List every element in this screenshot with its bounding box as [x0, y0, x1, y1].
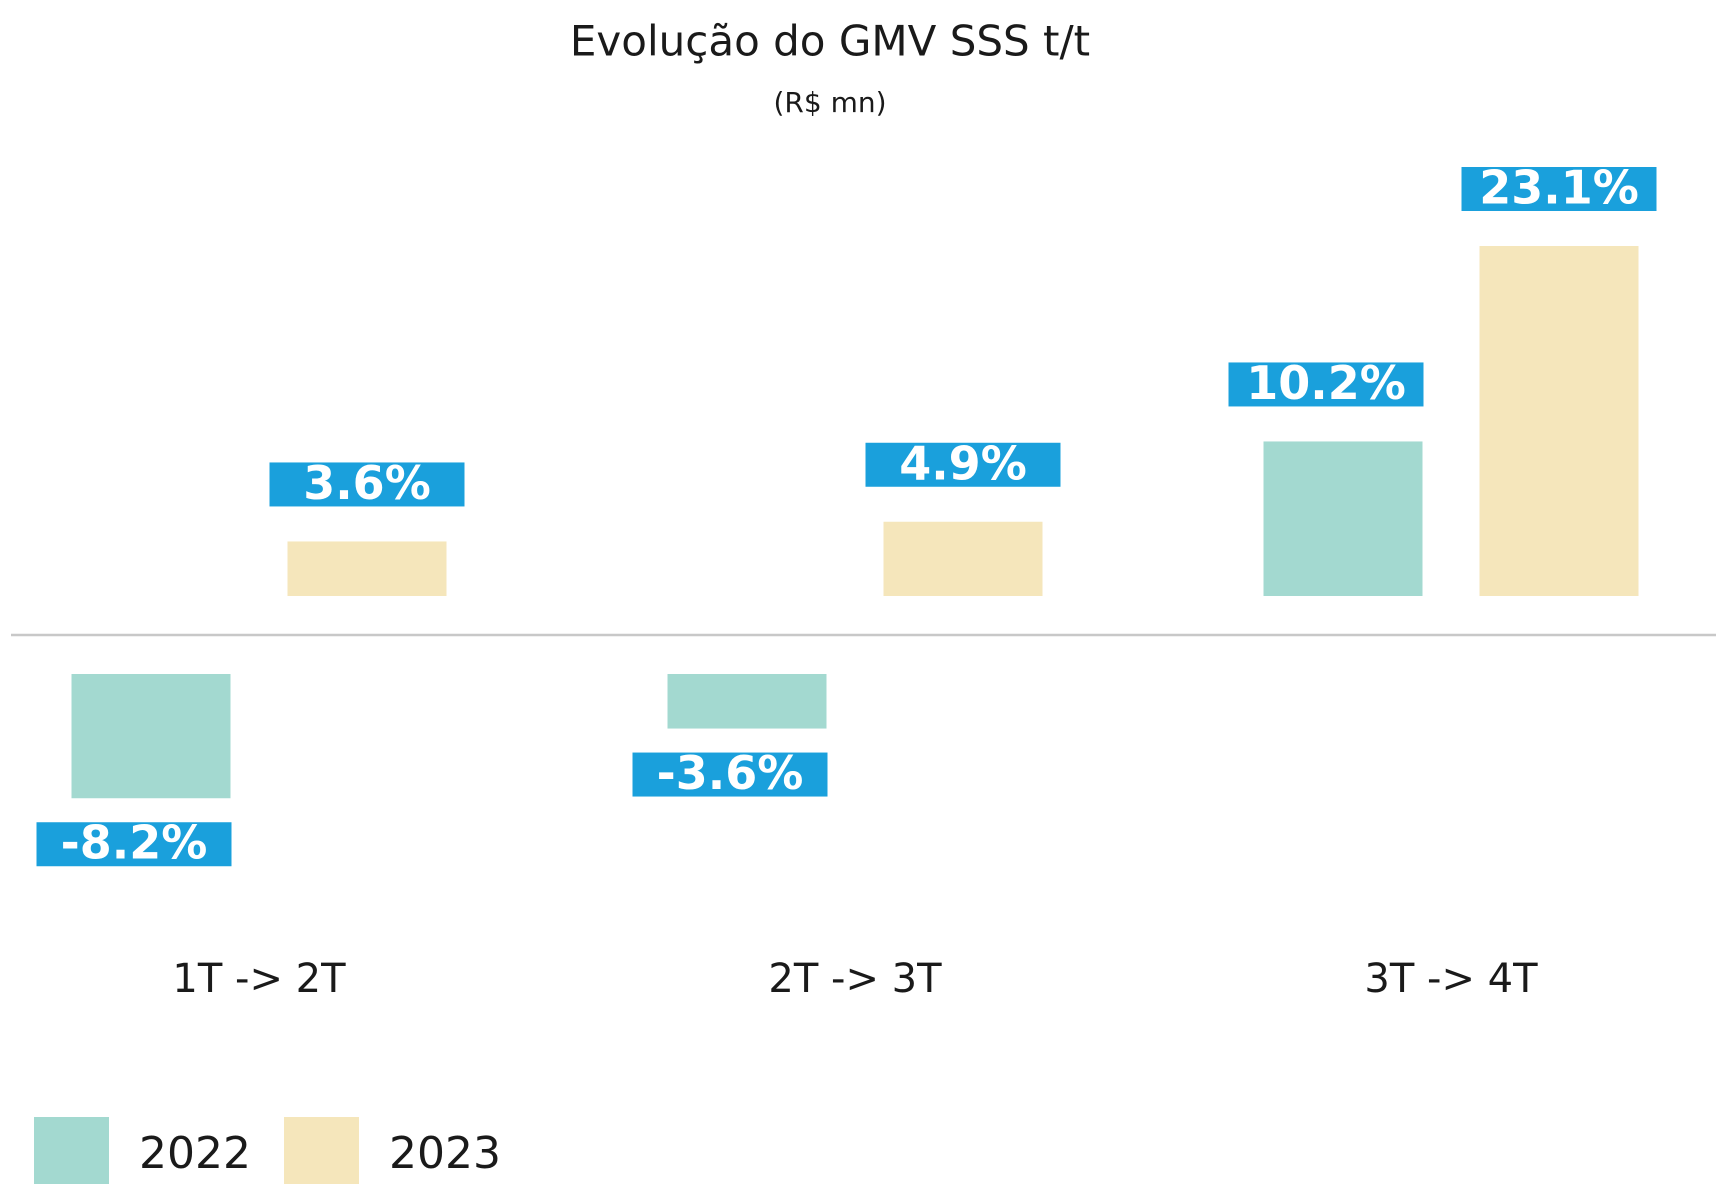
value-label-box [1228, 362, 1424, 407]
bar [883, 521, 1043, 596]
x-tick-label: 1T -> 2T [172, 956, 346, 1002]
value-label: -8.2% [61, 816, 208, 870]
chart-title: Evolução do GMV SSS t/t [570, 17, 1090, 66]
value-label-box [36, 822, 232, 867]
value-label-box [269, 462, 465, 507]
legend-swatch [34, 1117, 109, 1184]
value-label-box [1461, 167, 1657, 211]
x-tick-label: 2T -> 3T [768, 956, 942, 1002]
bar [71, 674, 231, 799]
value-label: -3.6% [657, 746, 804, 800]
bar [1263, 441, 1423, 596]
value-label: 10.2% [1246, 356, 1406, 410]
x-tick-label: 3T -> 4T [1364, 956, 1538, 1002]
bar [1479, 246, 1639, 596]
value-label: 23.1% [1479, 161, 1639, 215]
bar [667, 674, 827, 729]
value-label-box [632, 752, 828, 797]
bar [287, 541, 447, 596]
value-label: 3.6% [303, 456, 431, 510]
chart-subtitle: (R$ mn) [773, 86, 886, 119]
value-label: 4.9% [899, 436, 1027, 490]
legend-swatch [284, 1117, 359, 1184]
legend-label: 2022 [139, 1128, 251, 1179]
legend-label: 2023 [389, 1128, 501, 1179]
value-label-box [865, 442, 1061, 487]
